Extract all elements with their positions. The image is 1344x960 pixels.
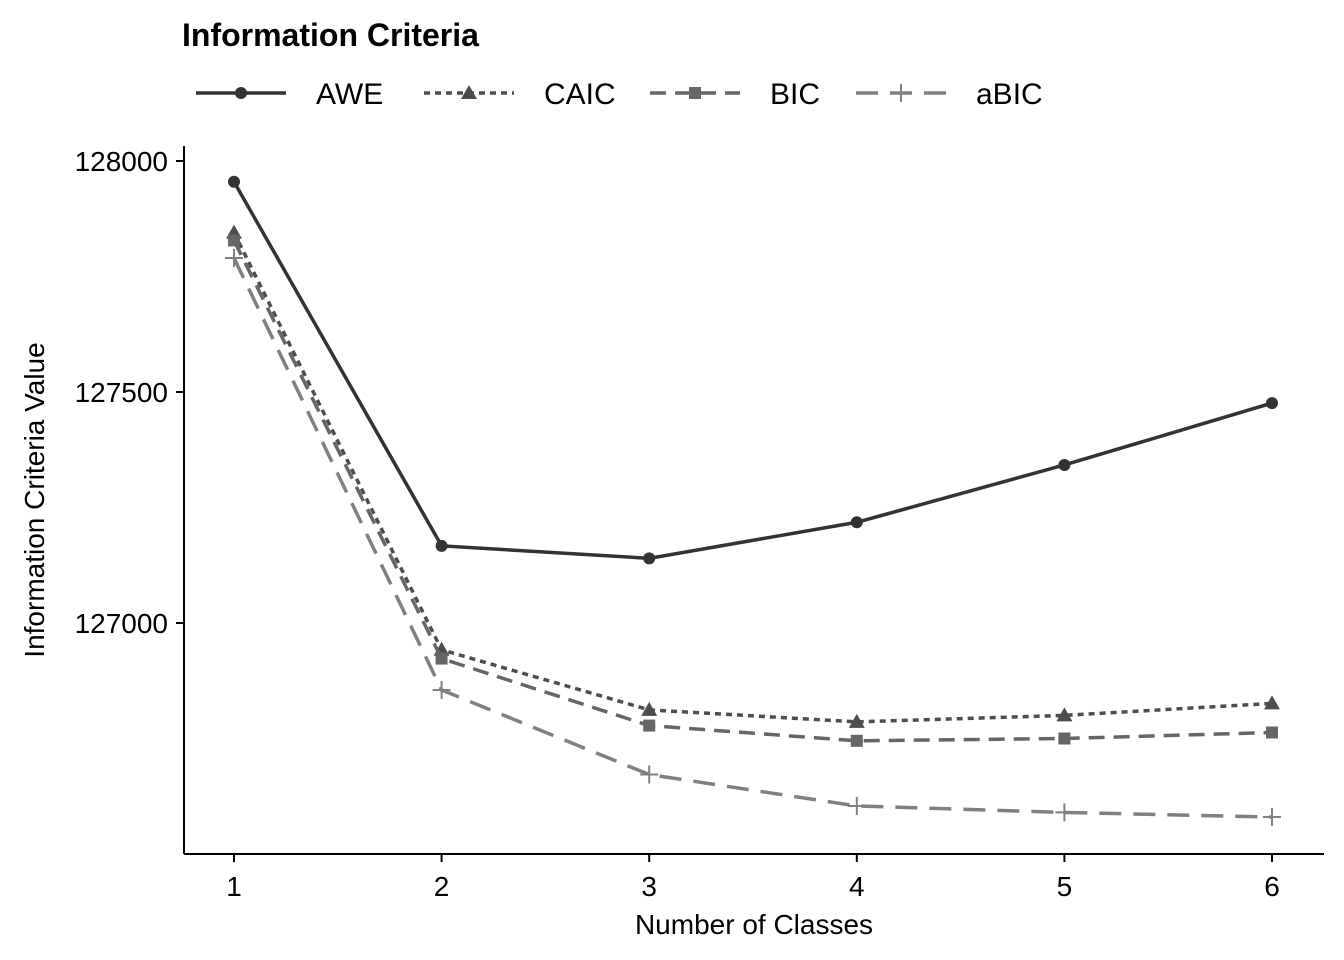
series-caic	[226, 224, 1280, 728]
data-point-awe	[850, 516, 863, 529]
data-point-bic	[643, 719, 656, 732]
legend-marker	[689, 87, 701, 99]
series-awe	[228, 175, 1278, 565]
data-point-bic	[228, 234, 240, 247]
series-line-bic	[232, 239, 1273, 743]
legend-marker	[892, 84, 910, 102]
data-point-abic	[1055, 803, 1074, 822]
legend-item-caic: CAIC	[424, 78, 616, 111]
legend-item-awe: AWE	[196, 78, 383, 111]
legend-label: CAIC	[544, 78, 616, 111]
data-point-bic	[1266, 726, 1278, 739]
x-axis-label: Number of Classes	[635, 909, 873, 940]
data-point-abic	[225, 249, 243, 268]
data-point-abic	[1263, 808, 1281, 827]
plot-area: 127000 127500 128000 1 2 3 4 5 6	[75, 146, 1324, 902]
y-tick-label: 127500	[75, 377, 168, 408]
data-point-awe	[643, 552, 656, 565]
x-tick-label: 2	[434, 871, 450, 902]
y-ticks: 127000 127500 128000	[75, 146, 184, 639]
y-tick-label: 127000	[75, 608, 168, 639]
series-layer	[225, 175, 1281, 827]
series-bic	[228, 234, 1278, 747]
legend-label: AWE	[316, 78, 383, 111]
data-point-awe	[228, 175, 240, 188]
y-tick-label: 128000	[75, 146, 168, 177]
x-ticks: 1 2 3 4 5 6	[226, 854, 1280, 902]
legend-marker	[461, 85, 477, 99]
x-tick-label: 5	[1057, 871, 1073, 902]
data-point-awe	[1058, 458, 1071, 471]
legend: AWE CAIC BIC aBIC	[196, 78, 1043, 111]
data-point-caic	[1264, 695, 1280, 710]
data-point-abic	[432, 680, 451, 699]
y-axis-label: Information Criteria Value	[19, 342, 50, 657]
x-tick-label: 4	[849, 871, 865, 902]
data-point-awe	[1266, 397, 1278, 410]
x-tick-label: 3	[641, 871, 657, 902]
legend-label: BIC	[770, 78, 820, 111]
data-point-awe	[435, 539, 448, 552]
data-point-caic	[641, 701, 658, 716]
legend-item-bic: BIC	[650, 78, 820, 111]
data-point-bic	[850, 734, 863, 747]
data-point-caic	[848, 713, 865, 728]
legend-item-abic: aBIC	[856, 78, 1043, 111]
series-abic	[225, 249, 1281, 827]
x-tick-label: 1	[226, 871, 242, 902]
data-point-bic	[1058, 732, 1071, 745]
data-point-bic	[435, 652, 448, 665]
legend-marker	[235, 87, 247, 99]
data-point-abic	[847, 796, 866, 815]
series-line-awe	[232, 180, 1273, 561]
x-tick-label: 6	[1264, 871, 1280, 902]
data-point-caic	[1056, 707, 1073, 722]
legend-label: aBIC	[976, 78, 1043, 111]
chart-title: Information Criteria	[182, 17, 479, 53]
series-line-caic	[232, 231, 1273, 724]
data-point-abic	[640, 765, 659, 784]
